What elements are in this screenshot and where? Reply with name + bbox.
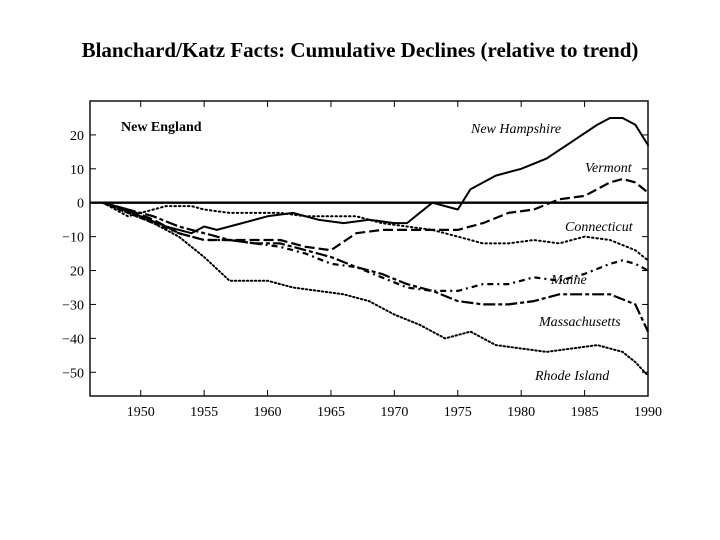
x-tick-label: 1975 (444, 405, 472, 420)
series-label-new-hampshire: New Hampshire (470, 122, 561, 137)
y-tick-label: 0 (77, 197, 84, 212)
series-label-vermont: Vermont (585, 161, 633, 176)
x-tick-label: 1985 (571, 405, 599, 420)
plot-frame (89, 100, 649, 397)
series-labels: New Hampshire Vermont Connecticut Maine Mass… (470, 122, 634, 384)
axes: 20 10 0 −10 20 −30 −40 −50 1950 1955 1960 1965 1970 1… (62, 100, 662, 420)
x-tick-label: 1990 (634, 405, 662, 420)
series-line-vermont (102, 177, 649, 252)
y-tick-label: 20 (70, 129, 84, 144)
slide-title: Blanchard/Katz Facts: Cumulative Decline… (81, 38, 639, 62)
x-tick-label: 1965 (317, 405, 345, 420)
series-label-maine: Maine (550, 273, 587, 288)
series-line-maine (102, 201, 649, 292)
y-tick-label: −40 (62, 332, 84, 347)
series-line-rhode-island (101, 201, 649, 377)
chart-title: New England (121, 120, 202, 135)
x-tick-label: 1960 (254, 405, 282, 420)
y-tick-label: −30 (62, 298, 84, 313)
y-tick-label: 20 (70, 265, 84, 280)
y-tick-label: −10 (62, 231, 84, 246)
series-label-connecticut: Connecticut (565, 220, 634, 235)
series-line-connecticut (101, 201, 649, 262)
x-tick-label: 1980 (507, 405, 535, 420)
x-tick-label: 1970 (380, 405, 408, 420)
y-tick-label: −50 (62, 366, 84, 381)
series-label-massachusetts: Massachusetts (538, 315, 621, 330)
y-tick-label: 10 (70, 163, 84, 178)
series-lines (101, 117, 649, 377)
series-line-new-hampshire (101, 117, 649, 235)
series-label-rhode-island: Rhode Island (534, 369, 610, 384)
series-line-massachusetts (102, 201, 649, 333)
x-tick-label: 1955 (190, 405, 218, 420)
x-tick-label: 1950 (127, 405, 155, 420)
